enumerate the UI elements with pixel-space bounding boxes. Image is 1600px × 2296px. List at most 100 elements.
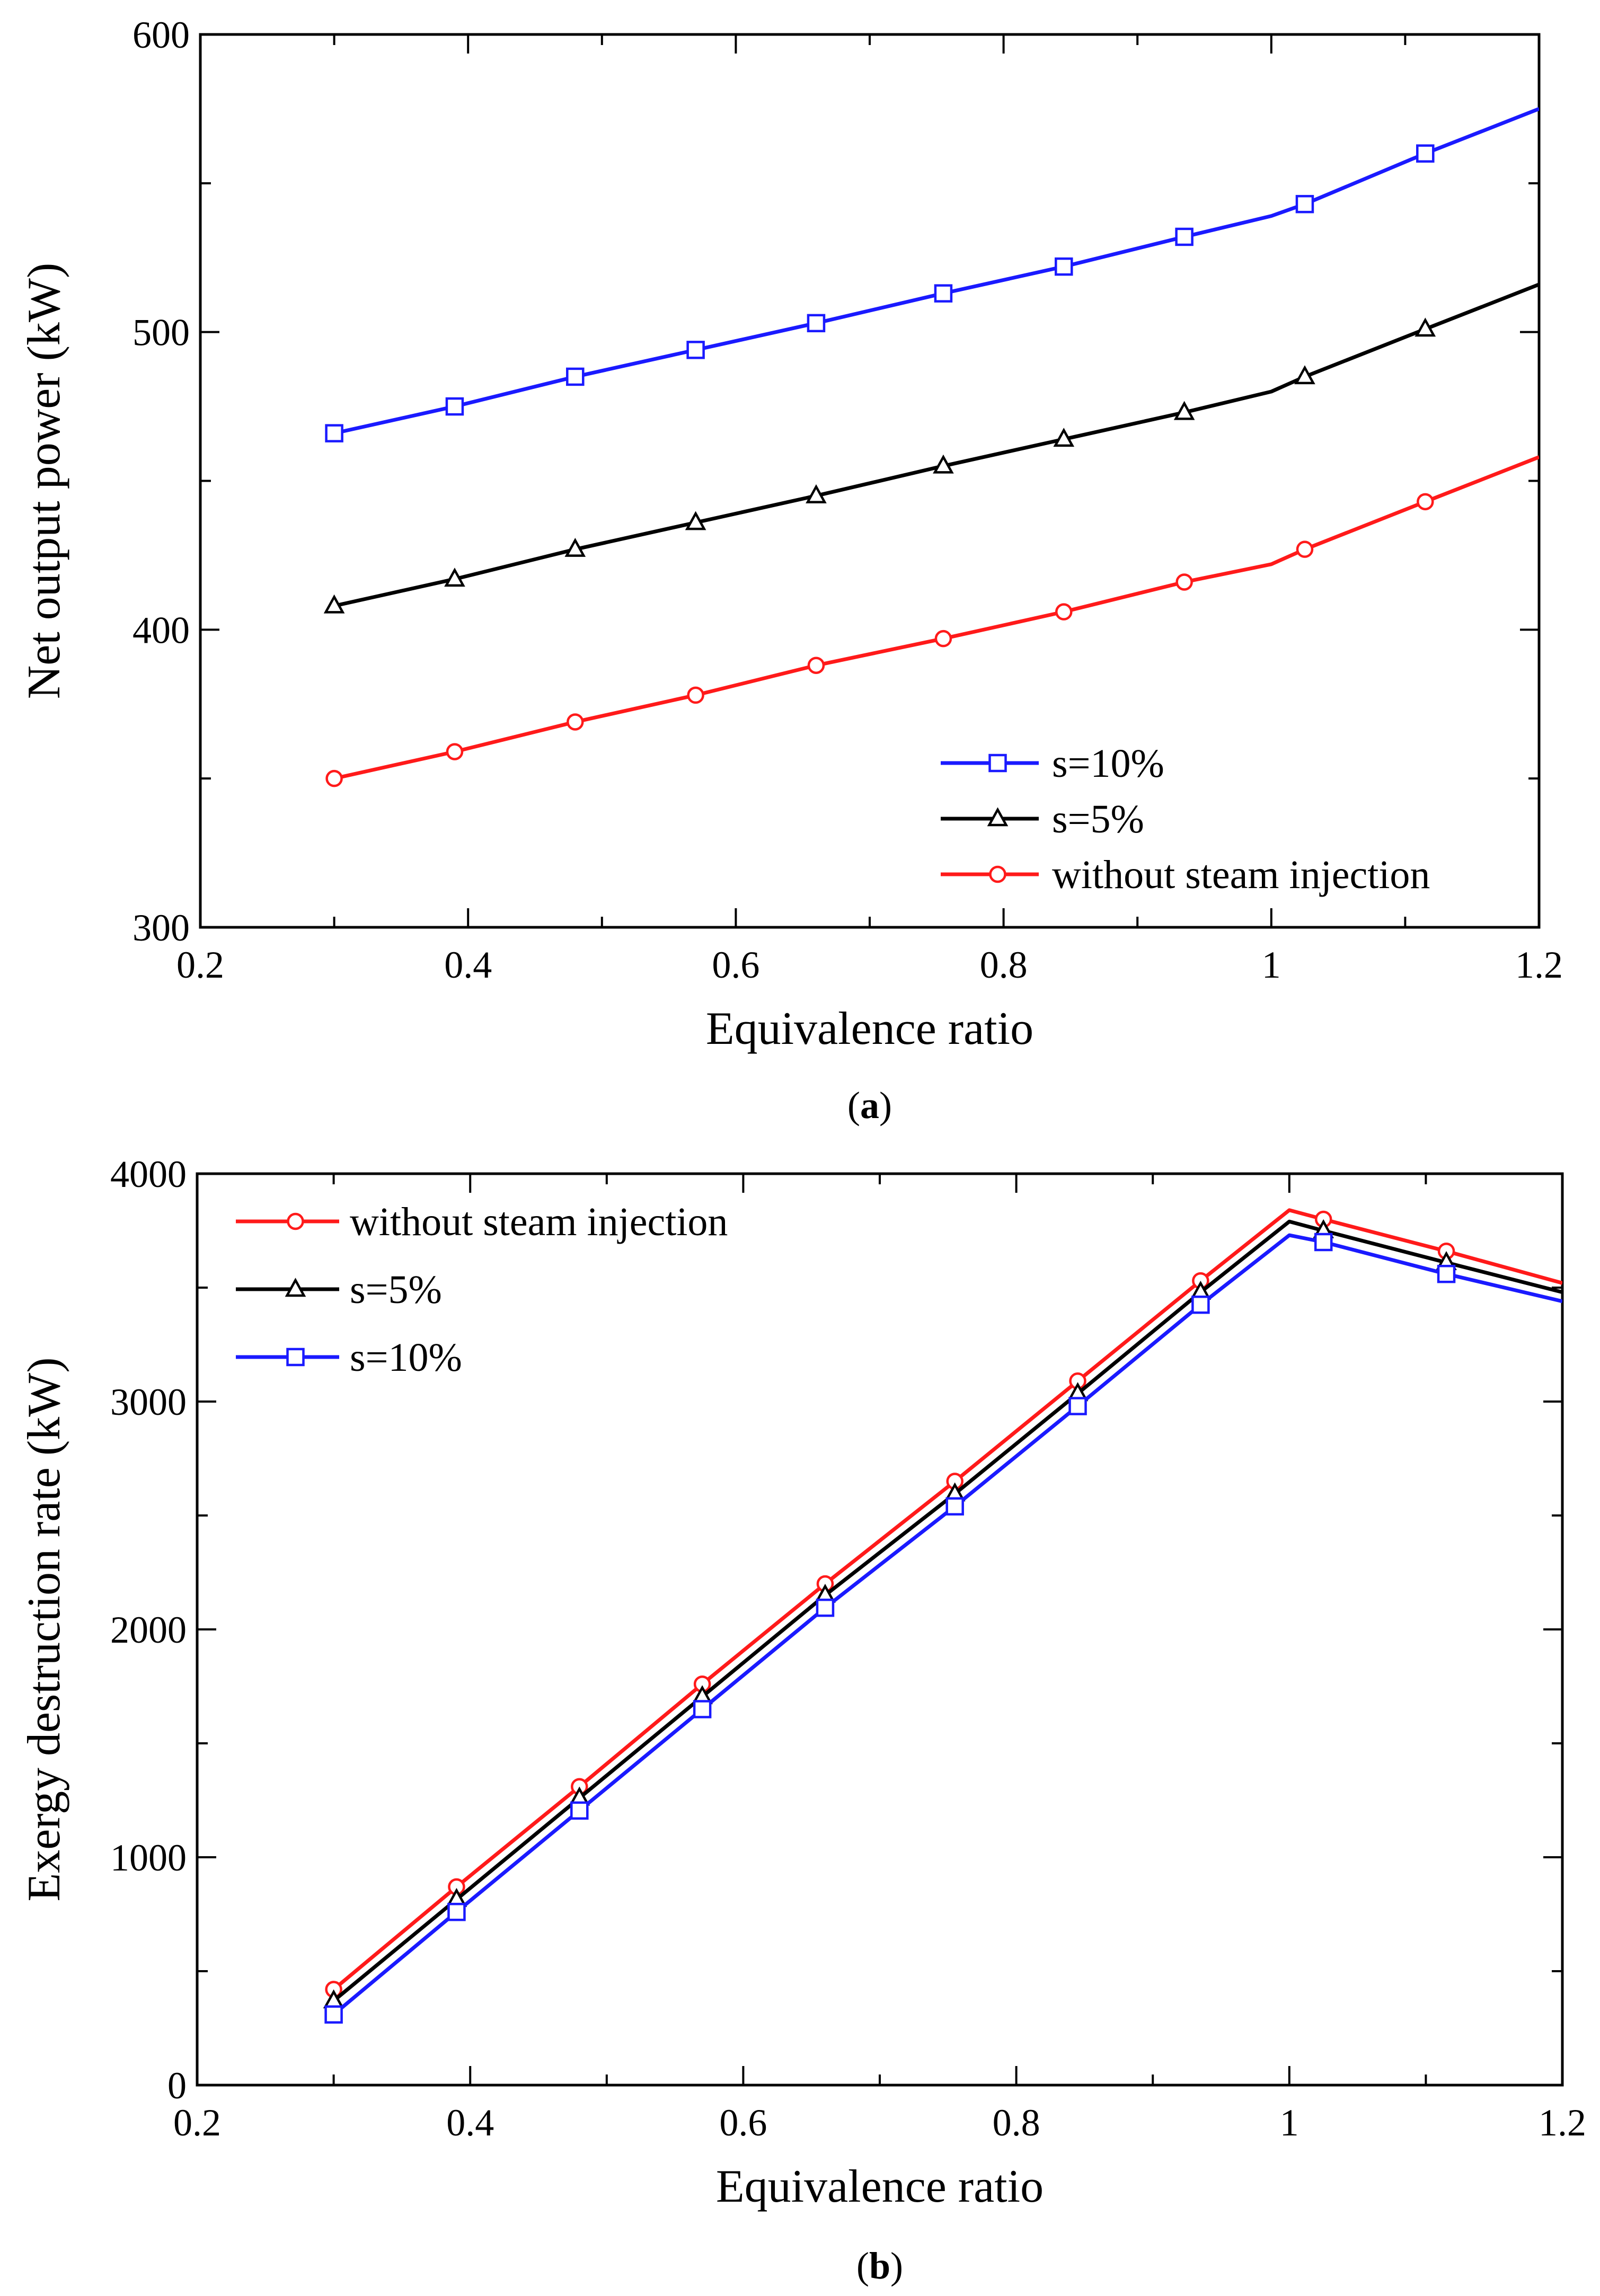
chart-a-line-s-10 bbox=[333, 107, 1539, 436]
chart-b-y-tick-label: 2000 bbox=[110, 1609, 187, 1651]
chart-b-legend-item-s-10: s=10% bbox=[236, 1335, 462, 1380]
chart-a-marker-s-10 bbox=[1175, 227, 1194, 246]
chart-b-x-tick-label: 0.4 bbox=[446, 2102, 494, 2144]
chart-a-net-output-power: 0.2 0.4 0.6 0.8 1 1.2 300 400 500 600 Equivalence … bbox=[19, 14, 1563, 1127]
chart-b-legend-item-without-steam-injection: without steam injection bbox=[236, 1200, 728, 1244]
chart-b-marker-s-10 bbox=[693, 1700, 712, 1718]
chart-b-legend-label: s=5% bbox=[350, 1267, 442, 1312]
chart-a-x-tick-label: 0.4 bbox=[444, 944, 492, 986]
chart-a-x-tick-label: 0.8 bbox=[980, 944, 1028, 986]
chart-a-marker-without-steam-injection bbox=[807, 657, 825, 674]
chart-a-line-without-steam-injection bbox=[333, 455, 1539, 781]
chart-a-y-axis-title: Net output power (kW) bbox=[19, 263, 70, 699]
chart-a-x-tick-label: 1 bbox=[1262, 944, 1281, 986]
chart-a-marker-without-steam-injection bbox=[1175, 573, 1193, 591]
chart-a-marker-s-5 bbox=[806, 484, 827, 503]
chart-b-y-axis-title: Exergy destruction rate (kW) bbox=[19, 1357, 70, 1901]
chart-a-marker-s-10 bbox=[566, 367, 585, 386]
chart-a-x-tick-label: 0.6 bbox=[712, 944, 759, 986]
chart-b-panel-letter: b bbox=[869, 2245, 890, 2287]
chart-a-legend-marker bbox=[989, 865, 1006, 883]
chart-b-x-tick-label: 1 bbox=[1280, 2102, 1299, 2144]
chart-a-marker-s-5 bbox=[444, 568, 465, 587]
chart-b-marker-s-10 bbox=[570, 1801, 589, 1820]
chart-a-marker-without-steam-injection bbox=[446, 743, 464, 760]
chart-a-legend-marker bbox=[987, 807, 1009, 827]
chart-a-marker-s-10 bbox=[934, 284, 953, 303]
chart-b-y-tick-label: 4000 bbox=[110, 1153, 187, 1195]
chart-b-marker-s-10 bbox=[324, 2005, 343, 2024]
chart-a-x-tick-label: 1.2 bbox=[1515, 944, 1563, 986]
chart-a-marker-without-steam-injection bbox=[325, 769, 343, 787]
chart-b-y-tick-label: 1000 bbox=[110, 1837, 187, 1879]
chart-a-series-without-steam-injection bbox=[325, 455, 1539, 787]
chart-a-marker-without-steam-injection bbox=[1055, 603, 1073, 620]
chart-a-marker-s-5 bbox=[323, 594, 345, 614]
chart-a-series-s-10 bbox=[325, 107, 1539, 442]
chart-b-legend-item-s-5: s=5% bbox=[236, 1267, 442, 1312]
chart-a-legend-label: s=5% bbox=[1052, 797, 1144, 841]
chart-b-marker-s-10 bbox=[1314, 1233, 1333, 1252]
chart-a-legend-label: s=10% bbox=[1052, 741, 1164, 786]
chart-b-panel-paren: ) bbox=[890, 2245, 903, 2287]
chart-a-marker-s-10 bbox=[807, 314, 826, 333]
chart-a-legend-marker bbox=[988, 753, 1007, 773]
chart-a-legend-item-s-5: s=5% bbox=[941, 797, 1144, 841]
chart-b-legend-marker bbox=[285, 1278, 306, 1297]
chart-a-marker-s-5 bbox=[685, 511, 706, 530]
chart-b-x-tick-label: 0.8 bbox=[993, 2102, 1040, 2144]
chart-b-plot-area bbox=[323, 1208, 1562, 2024]
chart-a-x-axis-title: Equivalence ratio bbox=[706, 1003, 1033, 1054]
chart-a-line-s-5 bbox=[333, 282, 1539, 608]
chart-a-marker-without-steam-injection bbox=[934, 630, 952, 648]
chart-b-marker-s-10 bbox=[816, 1598, 835, 1617]
chart-b-marker-s-10 bbox=[1191, 1296, 1210, 1314]
chart-a-panel-letter: a bbox=[860, 1084, 879, 1127]
chart-b-y-tick-label: 3000 bbox=[110, 1381, 187, 1423]
chart-a-marker-without-steam-injection bbox=[687, 686, 704, 704]
chart-b-line-s-10 bbox=[332, 1233, 1562, 2016]
chart-b-x-tick-label: 0.6 bbox=[719, 2102, 767, 2144]
chart-a-marker-s-10 bbox=[1416, 144, 1435, 163]
chart-b-exergy-destruction-rate: 0.2 0.4 0.6 0.8 1 1.2 0 1000 2000 3000 4000 Equival… bbox=[19, 1153, 1586, 2287]
chart-a-marker-s-10 bbox=[445, 397, 464, 416]
chart-b-y-tick-label: 0 bbox=[167, 2064, 187, 2107]
chart-b-panel-paren: ( bbox=[856, 2245, 869, 2287]
chart-a-marker-s-5 bbox=[1294, 365, 1315, 385]
chart-b-legend-marker bbox=[286, 1348, 305, 1367]
chart-a-panel-label: (a) bbox=[847, 1084, 892, 1127]
chart-b-line-without-steam-injection bbox=[332, 1208, 1562, 1991]
chart-a-legend-item-without-steam-injection: without steam injection bbox=[941, 853, 1430, 897]
chart-a-marker-s-10 bbox=[686, 341, 705, 359]
chart-a-panel-paren: ) bbox=[879, 1084, 892, 1127]
chart-b-legend-label: without steam injection bbox=[350, 1200, 728, 1244]
chart-a-marker-without-steam-injection bbox=[1417, 493, 1434, 511]
chart-b-marker-s-10 bbox=[945, 1497, 964, 1516]
chart-a-y-tick-label: 600 bbox=[132, 14, 190, 56]
chart-a-marker-s-10 bbox=[1295, 194, 1314, 214]
chart-b-x-axis-title: Equivalence ratio bbox=[716, 2161, 1044, 2212]
chart-a-panel-paren: ( bbox=[847, 1084, 860, 1127]
chart-b-marker-s-10 bbox=[447, 1902, 466, 1921]
chart-a-y-tick-label: 500 bbox=[132, 312, 190, 354]
chart-a-x-tick-label: 0.2 bbox=[176, 944, 224, 986]
chart-b-x-tick-label: 1.2 bbox=[1539, 2102, 1586, 2144]
chart-a-marker-s-5 bbox=[1415, 317, 1436, 337]
chart-b-series-s-10 bbox=[324, 1233, 1562, 2024]
chart-a-marker-s-5 bbox=[933, 454, 954, 474]
chart-a-marker-s-5 bbox=[1173, 401, 1195, 420]
chart-a-legend: s=10% s=5% without steam injection bbox=[941, 741, 1430, 897]
chart-a-marker-without-steam-injection bbox=[567, 713, 584, 731]
chart-a-y-tick-label: 400 bbox=[132, 609, 190, 651]
chart-a-marker-s-10 bbox=[325, 424, 343, 442]
chart-b-legend-marker bbox=[287, 1212, 304, 1230]
chart-a-marker-s-10 bbox=[1055, 257, 1073, 276]
chart-a-marker-without-steam-injection bbox=[1296, 540, 1314, 558]
chart-a-marker-s-5 bbox=[564, 538, 586, 557]
chart-a-marker-s-5 bbox=[1053, 428, 1075, 447]
chart-b-panel-label: (b) bbox=[856, 2245, 903, 2287]
chart-b-marker-s-10 bbox=[1437, 1264, 1456, 1283]
chart-b-x-tick-label: 0.2 bbox=[173, 2102, 221, 2144]
